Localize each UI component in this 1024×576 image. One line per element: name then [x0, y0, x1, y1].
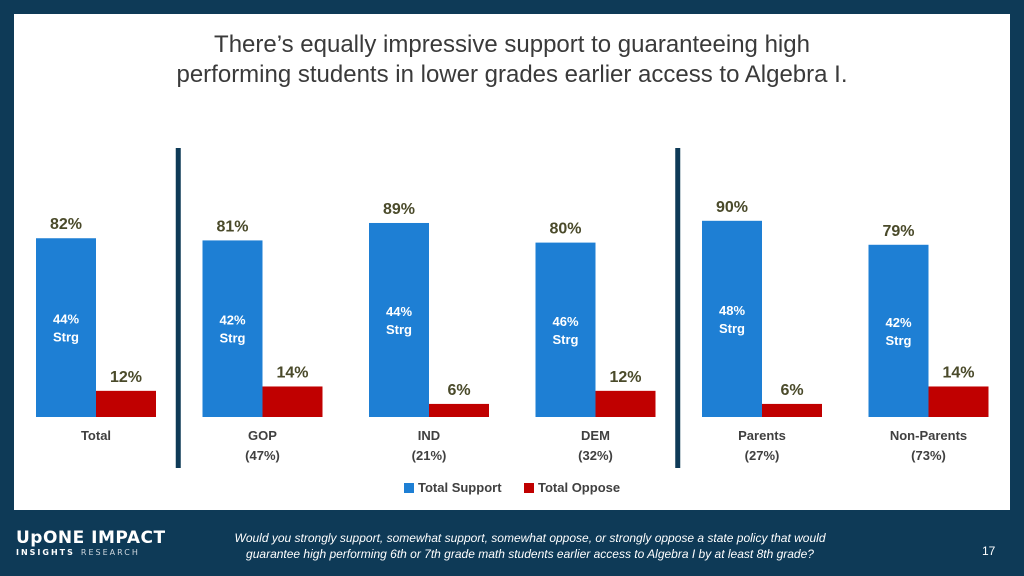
logo-secondary-b: RESEARCH	[80, 548, 140, 557]
title-line-2: performing students in lower grades earl…	[176, 61, 848, 88]
strong-support-value: 46%	[552, 314, 578, 329]
strong-support-suffix: Strg	[53, 330, 79, 345]
category-sublabel: (32%)	[578, 448, 613, 463]
support-bar	[535, 242, 596, 417]
strong-support-suffix: Strg	[886, 333, 912, 348]
legend-swatch	[524, 483, 534, 493]
logo-primary: UpONE IMPACT	[16, 528, 166, 548]
oppose-bar	[262, 386, 323, 417]
category-sublabel: (73%)	[911, 448, 946, 463]
category-label: GOP	[248, 428, 277, 443]
bar-chart: 82% 12% 44% Strg Total 81% 14% 42% Strg GOP (47%) 8…	[36, 148, 989, 495]
support-bar	[369, 222, 429, 417]
support-bar	[868, 244, 929, 417]
support-value-label: 80%	[549, 221, 581, 238]
category-label: Total	[81, 428, 111, 443]
category-sublabel: (27%)	[745, 448, 780, 463]
strong-support-suffix: Strg	[719, 321, 745, 336]
oppose-value-label: 6%	[447, 382, 470, 399]
support-value-label: 79%	[882, 223, 914, 240]
strong-support-suffix: Strg	[553, 332, 579, 347]
oppose-bar	[96, 390, 156, 417]
support-value-label: 89%	[383, 201, 415, 218]
strong-support-suffix: Strg	[220, 331, 246, 346]
oppose-bar	[928, 386, 989, 417]
oppose-value-label: 14%	[942, 364, 974, 381]
legend-label: Total Oppose	[538, 480, 620, 495]
support-value-label: 90%	[716, 199, 748, 216]
strong-support-value: 42%	[219, 313, 245, 328]
support-bar	[202, 240, 263, 417]
slide-panel: There’s equally impressive support to gu…	[14, 14, 1010, 510]
oppose-value-label: 14%	[276, 364, 308, 381]
support-value-label: 81%	[216, 218, 248, 235]
legend-swatch	[404, 483, 414, 493]
slide-title: There’s equally impressive support to gu…	[14, 30, 1010, 90]
category-label: Non-Parents	[890, 428, 967, 443]
title-line-1: There’s equally impressive support to gu…	[214, 31, 810, 58]
support-bar	[36, 238, 96, 417]
category-label: Parents	[738, 428, 786, 443]
oppose-value-label: 12%	[609, 369, 641, 386]
category-label: IND	[418, 428, 440, 443]
logo-secondary: INSIGHTS RESEARCH	[16, 548, 140, 557]
question-line-2: guarantee high performing 6th or 7th gra…	[246, 547, 814, 561]
oppose-bar	[429, 403, 489, 417]
oppose-bar	[762, 403, 822, 417]
strong-support-value: 44%	[53, 312, 79, 327]
category-label: DEM	[581, 428, 610, 443]
category-sublabel: (47%)	[245, 448, 280, 463]
oppose-bar	[595, 390, 656, 417]
group-divider	[675, 148, 681, 468]
strong-support-suffix: Strg	[386, 322, 412, 337]
strong-support-value: 44%	[386, 304, 412, 319]
category-sublabel: (21%)	[412, 448, 447, 463]
oppose-value-label: 12%	[110, 369, 142, 386]
page-number: 17	[982, 544, 996, 558]
strong-support-value: 42%	[885, 315, 911, 330]
logo-secondary-a: INSIGHTS	[16, 548, 75, 557]
group-divider	[175, 148, 181, 468]
oppose-value-label: 6%	[780, 382, 803, 399]
legend-label: Total Support	[418, 480, 502, 495]
strong-support-value: 48%	[719, 303, 745, 318]
survey-question: Would you strongly support, somewhat sup…	[200, 530, 860, 562]
support-bar	[702, 220, 762, 417]
support-value-label: 82%	[50, 216, 82, 233]
company-logo: UpONE IMPACT INSIGHTS RESEARCH	[16, 528, 166, 562]
question-line-1: Would you strongly support, somewhat sup…	[234, 531, 826, 545]
